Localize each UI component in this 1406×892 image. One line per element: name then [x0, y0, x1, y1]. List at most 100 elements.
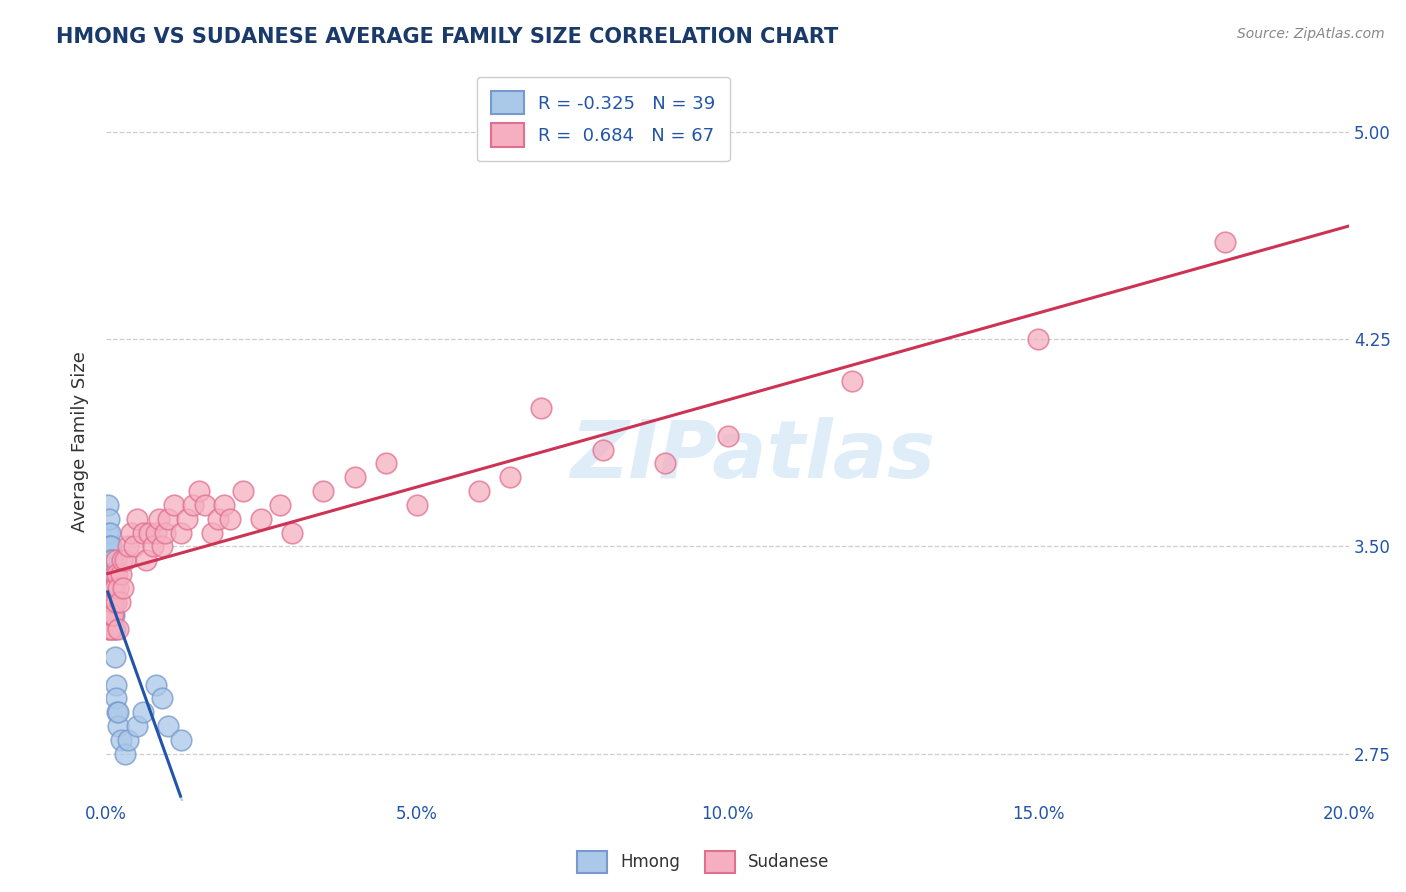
Point — [103, 595, 125, 609]
Point — [105, 705, 128, 719]
Point — [101, 595, 124, 609]
Point — [103, 608, 125, 623]
Point — [145, 525, 167, 540]
Point — [150, 691, 173, 706]
Point — [100, 567, 122, 582]
Point — [654, 457, 676, 471]
Point — [250, 512, 273, 526]
Point — [716, 429, 738, 443]
Point — [103, 608, 125, 623]
Point — [468, 484, 491, 499]
Point — [110, 567, 132, 582]
Point — [98, 540, 121, 554]
Point — [98, 512, 121, 526]
Point — [269, 498, 291, 512]
Point — [114, 747, 136, 761]
Point — [157, 719, 180, 733]
Point — [157, 512, 180, 526]
Point — [125, 512, 148, 526]
Point — [100, 581, 122, 595]
Point — [194, 498, 217, 512]
Point — [107, 622, 129, 636]
Point — [150, 540, 173, 554]
Point — [98, 553, 121, 567]
Point — [100, 581, 122, 595]
Point — [105, 567, 128, 582]
Text: ZIPatlas: ZIPatlas — [569, 417, 935, 495]
Point — [98, 608, 121, 623]
Point — [153, 525, 176, 540]
Point — [343, 470, 366, 484]
Point — [200, 525, 222, 540]
Point — [104, 553, 127, 567]
Point — [132, 525, 155, 540]
Point — [104, 622, 127, 636]
Point — [97, 622, 120, 636]
Point — [312, 484, 335, 499]
Point — [148, 512, 170, 526]
Text: Source: ZipAtlas.com: Source: ZipAtlas.com — [1237, 27, 1385, 41]
Point — [98, 608, 121, 623]
Point — [105, 595, 128, 609]
Point — [97, 525, 120, 540]
Point — [100, 553, 122, 567]
Point — [114, 553, 136, 567]
Point — [1213, 235, 1236, 250]
Point — [122, 540, 145, 554]
Point — [405, 498, 427, 512]
Point — [98, 622, 121, 636]
Point — [103, 622, 125, 636]
Point — [101, 581, 124, 595]
Point — [103, 581, 125, 595]
Point — [169, 525, 191, 540]
Point — [101, 581, 124, 595]
Point — [111, 553, 134, 567]
Point — [219, 512, 242, 526]
Point — [104, 567, 127, 582]
Point — [98, 525, 121, 540]
Point — [138, 525, 160, 540]
Point — [212, 498, 235, 512]
Point — [103, 608, 125, 623]
Point — [101, 581, 124, 595]
Point — [232, 484, 254, 499]
Point — [1028, 332, 1050, 346]
Point — [108, 595, 131, 609]
Point — [101, 608, 124, 623]
Point — [98, 595, 121, 609]
Point — [104, 649, 127, 664]
Point — [176, 512, 198, 526]
Point — [135, 553, 157, 567]
Legend: R = -0.325   N = 39, R =  0.684   N = 67: R = -0.325 N = 39, R = 0.684 N = 67 — [477, 77, 730, 161]
Point — [101, 595, 124, 609]
Point — [207, 512, 229, 526]
Point — [107, 581, 129, 595]
Point — [101, 567, 124, 582]
Point — [107, 705, 129, 719]
Point — [141, 540, 163, 554]
Point — [169, 732, 191, 747]
Point — [132, 705, 155, 719]
Point — [100, 622, 122, 636]
Point — [110, 732, 132, 747]
Legend: Hmong, Sudanese: Hmong, Sudanese — [569, 845, 837, 880]
Point — [98, 553, 121, 567]
Point — [98, 595, 121, 609]
Point — [117, 540, 139, 554]
Point — [281, 525, 304, 540]
Point — [98, 540, 121, 554]
Point — [104, 677, 127, 691]
Point — [841, 374, 863, 388]
Point — [97, 498, 120, 512]
Point — [100, 608, 122, 623]
Point — [100, 595, 122, 609]
Point — [125, 719, 148, 733]
Point — [592, 442, 614, 457]
Point — [107, 719, 129, 733]
Point — [117, 732, 139, 747]
Point — [145, 677, 167, 691]
Text: HMONG VS SUDANESE AVERAGE FAMILY SIZE CORRELATION CHART: HMONG VS SUDANESE AVERAGE FAMILY SIZE CO… — [56, 27, 838, 46]
Y-axis label: Average Family Size: Average Family Size — [72, 351, 89, 532]
Point — [120, 525, 142, 540]
Point — [105, 691, 128, 706]
